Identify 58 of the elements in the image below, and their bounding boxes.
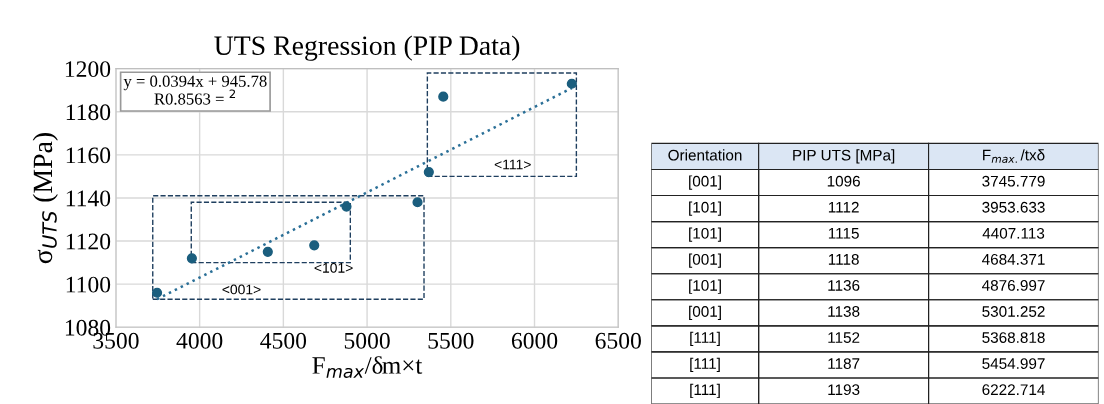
point bbox=[423, 167, 434, 178]
data-label: 1152 bbox=[828, 332, 860, 343]
annotation: <101> bbox=[314, 262, 353, 273]
data-label: 5301.252 bbox=[982, 306, 1045, 317]
x-tick-label: 6500 bbox=[595, 332, 641, 349]
point bbox=[262, 246, 273, 257]
data-label: 1096 bbox=[827, 175, 860, 187]
x-axis-title: F$_{max}$/δm×t bbox=[312, 356, 423, 378]
category-label: [001] bbox=[689, 305, 721, 320]
data-label: 1187 bbox=[828, 358, 860, 370]
annotation: <111> bbox=[494, 159, 531, 170]
point bbox=[309, 240, 320, 251]
category-label: [001] bbox=[689, 175, 721, 190]
text: Orientation bbox=[668, 149, 742, 161]
point bbox=[186, 253, 197, 264]
category-label: [111] bbox=[690, 383, 720, 399]
category-label: [001] bbox=[689, 253, 721, 268]
data-label: 5368.818 bbox=[982, 332, 1045, 343]
x-tick-label: 4000 bbox=[176, 332, 223, 349]
data-label: 1112 bbox=[828, 201, 859, 213]
category-label: [111] bbox=[690, 331, 720, 346]
point bbox=[566, 78, 577, 89]
point bbox=[412, 197, 423, 208]
data-label: 5454.997 bbox=[982, 358, 1045, 370]
x-tick-label: 5000 bbox=[344, 332, 390, 349]
data-label: 4876.997 bbox=[982, 280, 1045, 291]
y-tick-label: 1180 bbox=[66, 104, 111, 121]
data-label: 1193 bbox=[828, 384, 860, 396]
chart-title: UTS Regression (PIP Data) bbox=[214, 35, 520, 61]
data-label: 1136 bbox=[828, 280, 860, 291]
category-label: [111] bbox=[690, 357, 720, 373]
x-tick-label: 5500 bbox=[428, 332, 474, 349]
data-label: 1118 bbox=[828, 253, 859, 265]
y-tick-label: 1160 bbox=[66, 147, 111, 164]
text: PIP UTS [MPa] bbox=[793, 149, 895, 164]
y-tick-label: 1100 bbox=[66, 276, 111, 293]
annotation: <001> bbox=[222, 284, 261, 295]
y-tick-label: 1120 bbox=[66, 233, 111, 250]
data-label: 4684.371 bbox=[982, 253, 1045, 265]
data-label: 3953.633 bbox=[982, 201, 1045, 213]
data-label: 1138 bbox=[828, 306, 860, 317]
text: F$_{max.}$/txδ bbox=[983, 149, 1045, 163]
y-axis-title: σ$_{UTS}$ (MPa) bbox=[32, 133, 58, 264]
y-tick-label: 1140 bbox=[66, 190, 111, 207]
annotation: y = 0.0394x + 945.78 R0.8563 = $^{2}$ bbox=[123, 75, 267, 105]
x-tick-label: 4500 bbox=[260, 332, 307, 349]
category-label: [101] bbox=[689, 227, 721, 242]
data-label: 3745.779 bbox=[982, 175, 1045, 187]
x-tick-label: 6000 bbox=[511, 332, 558, 349]
point bbox=[151, 287, 163, 298]
data-label: 1115 bbox=[828, 228, 859, 239]
point bbox=[341, 201, 352, 212]
point bbox=[438, 91, 449, 102]
category-label: [101] bbox=[689, 279, 721, 294]
category-label: [101] bbox=[689, 201, 721, 216]
y-tick-label: 1200 bbox=[65, 61, 111, 78]
data-label: 6222.714 bbox=[982, 384, 1045, 396]
data-label: 4407.113 bbox=[982, 227, 1045, 239]
